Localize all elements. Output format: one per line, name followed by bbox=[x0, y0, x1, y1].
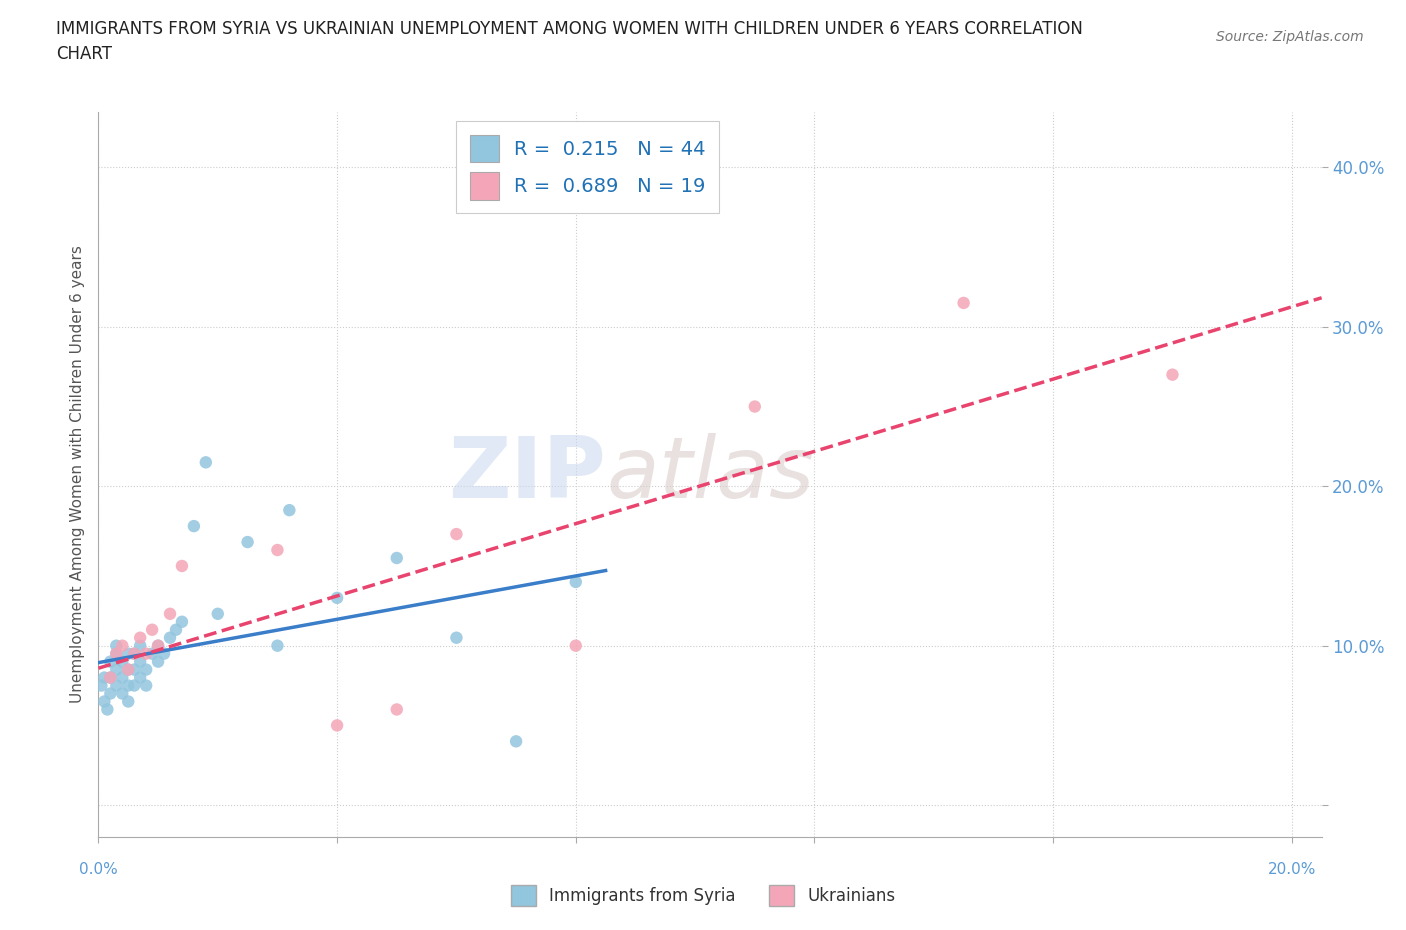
Text: ZIP: ZIP bbox=[449, 432, 606, 516]
Point bbox=[141, 622, 163, 637]
Point bbox=[93, 694, 115, 709]
Point bbox=[153, 646, 176, 661]
Point bbox=[446, 526, 468, 541]
Point bbox=[1161, 367, 1184, 382]
Point bbox=[146, 638, 169, 653]
Text: 0.0%: 0.0% bbox=[79, 862, 118, 877]
Point bbox=[385, 702, 408, 717]
Point bbox=[236, 535, 259, 550]
Point bbox=[385, 551, 408, 565]
Point bbox=[744, 399, 766, 414]
Point bbox=[105, 646, 128, 661]
Point bbox=[952, 296, 974, 311]
Point bbox=[141, 646, 163, 661]
Point bbox=[111, 686, 134, 701]
Point bbox=[98, 671, 121, 685]
Point bbox=[93, 671, 115, 685]
Point bbox=[146, 654, 169, 669]
Point bbox=[194, 455, 217, 470]
Point bbox=[98, 671, 121, 685]
Point bbox=[129, 654, 152, 669]
Point bbox=[135, 662, 157, 677]
Point bbox=[266, 638, 288, 653]
Point bbox=[565, 638, 588, 653]
Point bbox=[122, 646, 145, 661]
Point bbox=[207, 606, 229, 621]
Point bbox=[446, 631, 468, 645]
Text: CHART: CHART bbox=[56, 45, 112, 62]
Point bbox=[98, 686, 121, 701]
Point bbox=[170, 559, 193, 574]
Text: IMMIGRANTS FROM SYRIA VS UKRAINIAN UNEMPLOYMENT AMONG WOMEN WITH CHILDREN UNDER : IMMIGRANTS FROM SYRIA VS UKRAINIAN UNEMP… bbox=[56, 20, 1083, 38]
Text: 20.0%: 20.0% bbox=[1268, 862, 1316, 877]
Point bbox=[326, 591, 349, 605]
Point bbox=[117, 662, 139, 677]
Point bbox=[117, 662, 139, 677]
Point bbox=[159, 631, 181, 645]
Point bbox=[135, 646, 157, 661]
Point bbox=[278, 503, 301, 518]
Point bbox=[326, 718, 349, 733]
Point bbox=[129, 631, 152, 645]
Point bbox=[129, 671, 152, 685]
Point bbox=[170, 615, 193, 630]
Point bbox=[266, 542, 288, 557]
Point bbox=[111, 671, 134, 685]
Point bbox=[111, 638, 134, 653]
Point bbox=[117, 646, 139, 661]
Legend: Immigrants from Syria, Ukrainians: Immigrants from Syria, Ukrainians bbox=[503, 879, 903, 912]
Legend: R =  0.215   N = 44, R =  0.689   N = 19: R = 0.215 N = 44, R = 0.689 N = 19 bbox=[456, 121, 720, 213]
Point bbox=[129, 638, 152, 653]
Point bbox=[165, 622, 187, 637]
Point bbox=[105, 646, 128, 661]
Point bbox=[98, 654, 121, 669]
Point bbox=[135, 678, 157, 693]
Y-axis label: Unemployment Among Women with Children Under 6 years: Unemployment Among Women with Children U… bbox=[69, 246, 84, 703]
Text: Source: ZipAtlas.com: Source: ZipAtlas.com bbox=[1216, 30, 1364, 44]
Point bbox=[105, 678, 128, 693]
Point bbox=[183, 519, 205, 534]
Point bbox=[117, 678, 139, 693]
Point bbox=[105, 662, 128, 677]
Point bbox=[122, 678, 145, 693]
Point bbox=[505, 734, 527, 749]
Point bbox=[122, 646, 145, 661]
Point bbox=[146, 638, 169, 653]
Text: atlas: atlas bbox=[606, 432, 814, 516]
Point bbox=[117, 694, 139, 709]
Point bbox=[159, 606, 181, 621]
Point bbox=[96, 702, 118, 717]
Point bbox=[111, 654, 134, 669]
Point bbox=[565, 575, 588, 590]
Point bbox=[105, 638, 128, 653]
Point bbox=[90, 678, 112, 693]
Point bbox=[122, 662, 145, 677]
